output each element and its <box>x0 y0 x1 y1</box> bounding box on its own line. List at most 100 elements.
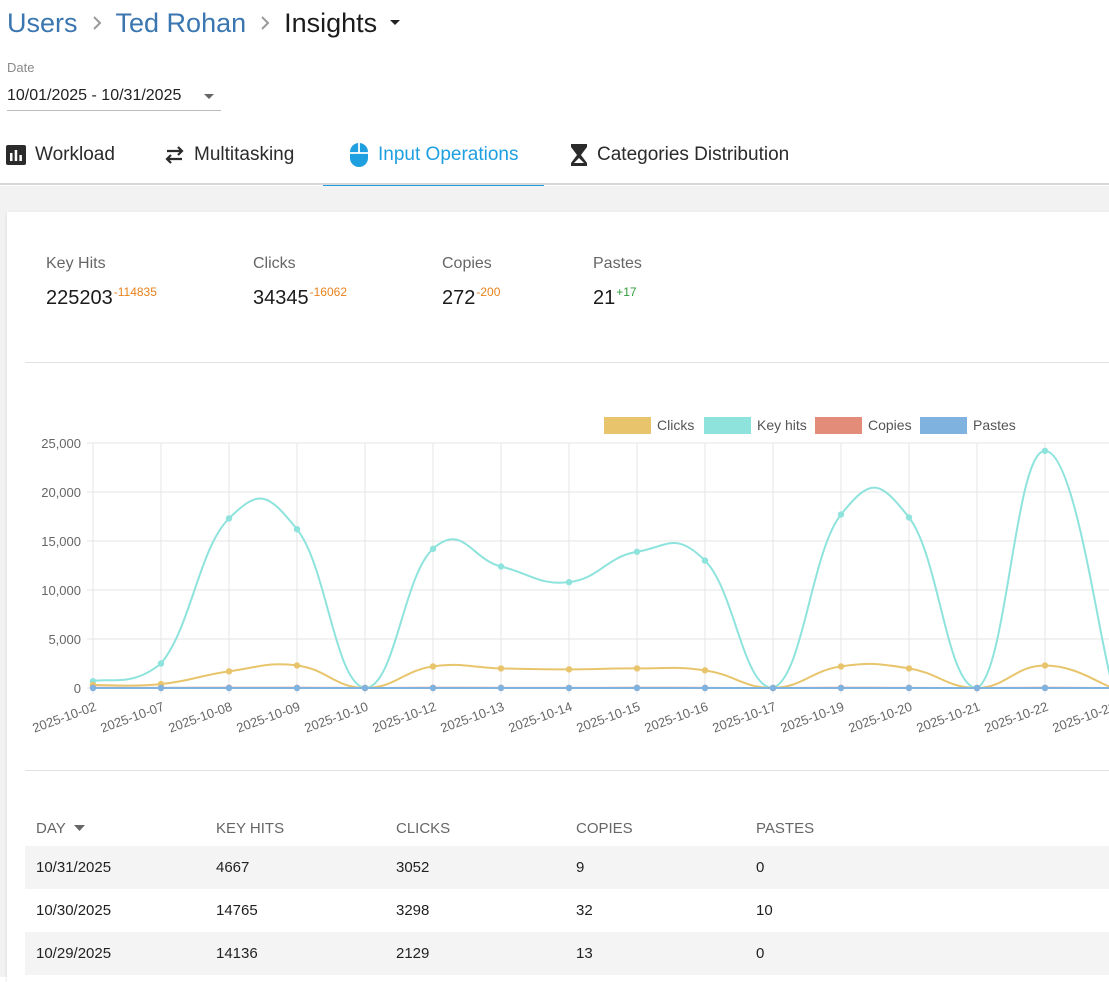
tab-input-operations[interactable]: Input Operations <box>323 124 544 185</box>
metric-clicks: Clicks 34345 -16062 <box>253 255 347 310</box>
caret-down-icon[interactable] <box>389 19 401 27</box>
legend-label-copies: Copies <box>868 417 912 433</box>
bar-chart-icon <box>6 145 26 165</box>
legend-swatch-pastes <box>920 417 967 434</box>
cell-day: 10/29/2025 <box>36 945 111 962</box>
tab-workload[interactable]: Workload <box>6 124 115 185</box>
data-point-pastes <box>566 685 572 691</box>
cell-copies: 13 <box>576 945 593 962</box>
x-tick-label: 2025-10-22 <box>982 699 1050 736</box>
metric-label: Copies <box>442 255 500 273</box>
data-point-key-hits <box>1042 448 1048 454</box>
cell-pastes: 10 <box>756 902 773 919</box>
table-row[interactable]: 10/30/2025 14765 3298 32 10 <box>25 889 1109 932</box>
data-point-key-hits <box>702 557 708 563</box>
caret-down-icon <box>203 87 215 105</box>
column-header-day[interactable]: DAY <box>36 820 85 837</box>
date-range-value: 10/01/2025 - 10/31/2025 <box>7 87 181 105</box>
x-tick-label: 2025-10-14 <box>506 699 574 736</box>
metric-pastes: Pastes 21 +17 <box>593 255 642 310</box>
data-point-key-hits <box>906 514 912 520</box>
column-label: DAY <box>36 820 66 837</box>
section-divider <box>25 362 1109 363</box>
x-tick-label: 2025-10-17 <box>710 699 778 736</box>
date-filter-label: Date <box>7 60 34 75</box>
data-point-key-hits <box>158 660 164 666</box>
x-tick-label: 2025-10-08 <box>166 699 234 736</box>
y-tick-label: 15,000 <box>41 534 81 549</box>
insights-tabs: Workload Multitasking Input Operations C… <box>0 124 1109 185</box>
input-operations-chart: 25,00020,00015,00010,0005,00002025-10-02… <box>0 400 1109 760</box>
data-point-clicks <box>838 663 844 669</box>
data-point-key-hits <box>634 549 640 555</box>
column-header-copies[interactable]: COPIES <box>576 820 633 837</box>
column-header-pastes[interactable]: PASTES <box>756 820 814 837</box>
data-point-key-hits <box>498 563 504 569</box>
breadcrumb-user-link[interactable]: Ted Rohan <box>116 8 247 39</box>
y-tick-label: 25,000 <box>41 436 81 451</box>
tab-label: Categories Distribution <box>597 144 789 166</box>
data-point-pastes <box>770 685 776 691</box>
cell-day: 10/31/2025 <box>36 859 111 876</box>
cell-clicks: 3298 <box>396 902 429 919</box>
data-point-pastes <box>430 685 436 691</box>
cell-key-hits: 14765 <box>216 902 258 919</box>
data-point-pastes <box>1042 685 1048 691</box>
data-point-pastes <box>158 685 164 691</box>
chevron-right-icon <box>260 15 270 31</box>
metric-value: 34345 <box>253 287 309 310</box>
date-range-select[interactable]: 10/01/2025 - 10/31/2025 <box>7 82 221 111</box>
metric-delta: -200 <box>476 285 500 299</box>
y-tick-label: 0 <box>74 681 81 696</box>
metric-label: Key Hits <box>46 255 157 273</box>
legend-label-clicks: Clicks <box>657 417 694 433</box>
table-row[interactable]: 10/31/2025 4667 3052 9 0 <box>25 846 1109 889</box>
swap-arrows-icon <box>164 146 185 164</box>
column-header-key-hits[interactable]: KEY HITS <box>216 820 284 837</box>
data-point-clicks <box>1042 662 1048 668</box>
x-tick-label: 2025-10-09 <box>234 699 302 736</box>
metric-value: 272 <box>442 287 475 310</box>
metric-label: Clicks <box>253 255 347 273</box>
data-point-pastes <box>294 685 300 691</box>
metric-delta: -16062 <box>310 285 347 299</box>
data-point-key-hits <box>226 515 232 521</box>
data-point-key-hits <box>430 546 436 552</box>
x-tick-label: 2025-10-10 <box>302 699 370 736</box>
metric-delta: +17 <box>616 285 636 299</box>
tab-label: Multitasking <box>194 144 294 166</box>
cell-copies: 32 <box>576 902 593 919</box>
series-line-clicks <box>93 664 1109 688</box>
cell-pastes: 0 <box>756 945 764 962</box>
cell-key-hits: 4667 <box>216 859 249 876</box>
table-row[interactable]: 10/29/2025 14136 2129 13 0 <box>25 932 1109 975</box>
tab-multitasking[interactable]: Multitasking <box>164 124 294 185</box>
sort-desc-icon <box>74 825 85 832</box>
cell-clicks: 3052 <box>396 859 429 876</box>
mouse-icon <box>349 142 369 168</box>
data-point-clicks <box>634 665 640 671</box>
y-tick-label: 5,000 <box>48 632 81 647</box>
data-point-pastes <box>90 685 96 691</box>
x-tick-label: 2025-10-20 <box>846 699 914 736</box>
cell-copies: 9 <box>576 859 584 876</box>
tab-categories-distribution[interactable]: Categories Distribution <box>570 124 789 185</box>
x-tick-label: 2025-10-07 <box>98 699 166 736</box>
data-point-key-hits <box>566 579 572 585</box>
table-header: DAY KEY HITS CLICKS COPIES PASTES <box>25 810 1109 846</box>
data-point-clicks <box>430 663 436 669</box>
data-point-pastes <box>838 685 844 691</box>
metric-value: 225203 <box>46 287 113 310</box>
x-tick-label: 2025-10-15 <box>574 699 642 736</box>
column-header-clicks[interactable]: CLICKS <box>396 820 450 837</box>
legend-label-pastes: Pastes <box>973 417 1016 433</box>
breadcrumb: Users Ted Rohan Insights <box>7 4 401 42</box>
data-point-clicks <box>294 662 300 668</box>
data-point-pastes <box>226 685 232 691</box>
tab-label: Workload <box>35 144 115 166</box>
breadcrumb-users-link[interactable]: Users <box>7 8 78 39</box>
x-tick-label: 2025-10-21 <box>914 699 982 736</box>
legend-swatch-clicks <box>604 417 651 434</box>
data-point-pastes <box>906 685 912 691</box>
data-point-pastes <box>974 685 980 691</box>
